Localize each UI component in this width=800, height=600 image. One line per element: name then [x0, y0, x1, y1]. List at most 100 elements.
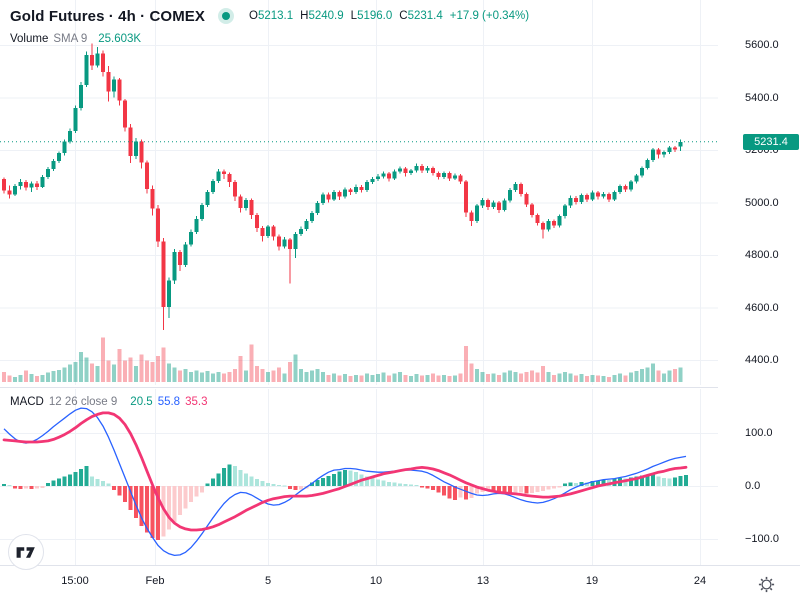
volume-bar: [673, 369, 677, 382]
volume-bar: [7, 375, 12, 382]
macd-hist-bar: [398, 483, 402, 486]
settings-gear-icon[interactable]: [758, 576, 775, 593]
macd-hist-bar: [95, 479, 100, 486]
axis-tick-label: 4800.0: [745, 249, 779, 261]
candle-body: [200, 205, 204, 219]
macd-hist-bar: [293, 486, 298, 491]
macd-line-value: 55.8: [157, 396, 181, 408]
candle-body: [266, 226, 270, 237]
macd-hist-bar: [79, 469, 83, 486]
volume-bar: [409, 376, 413, 382]
macd-hist-bar: [436, 486, 441, 493]
volume-bar: [57, 369, 61, 382]
volume-bar: [183, 369, 188, 382]
candle-body: [271, 226, 276, 237]
macd-hist-bar: [574, 482, 578, 486]
volume-bar: [618, 373, 622, 382]
candle-body: [128, 127, 133, 156]
volume-bar: [458, 373, 463, 382]
candle-body: [574, 197, 578, 202]
macd-hist-bar: [35, 486, 39, 489]
candle-body: [293, 234, 298, 250]
tradingview-logo[interactable]: [8, 534, 44, 570]
volume-bar: [128, 357, 133, 382]
candle-body: [376, 176, 380, 179]
volume-bar: [101, 337, 105, 382]
volume-bar: [200, 372, 204, 382]
macd-hist-bar: [7, 484, 12, 486]
macd-hist-bar: [524, 486, 529, 494]
candle-body: [68, 130, 72, 142]
volume-bar: [304, 371, 309, 382]
volume-bar: [502, 372, 507, 382]
candle-body: [348, 189, 353, 192]
macd-signal-line: [2, 411, 688, 532]
volume-bar: [167, 363, 171, 382]
candle-body: [90, 54, 94, 66]
macd-hist-bar: [667, 478, 672, 486]
candle-body: [211, 180, 215, 192]
candle-body: [260, 228, 265, 237]
macd-hist-bar: [18, 486, 23, 490]
macd-hist-bar: [486, 486, 490, 491]
volume-bar: [68, 364, 72, 382]
volume-bar: [321, 371, 325, 382]
time-tick-label: 15:00: [61, 575, 89, 587]
macd-hist-bar: [128, 486, 133, 510]
candle-body: [13, 186, 17, 195]
candle-body: [425, 167, 430, 171]
macd-hist-bar: [425, 486, 430, 489]
candle-body: [35, 183, 39, 187]
volume-indicator-title[interactable]: Volume: [10, 33, 49, 45]
chart-canvas[interactable]: [0, 0, 718, 565]
volume-bar: [222, 373, 226, 382]
candle-body: [189, 231, 193, 245]
volume-bar: [227, 371, 232, 382]
candle-body: [475, 205, 479, 221]
candle-body: [156, 208, 160, 242]
volume-bar: [568, 373, 573, 382]
candle-body: [607, 194, 611, 200]
macd-hist-bar: [546, 486, 551, 490]
candle-body: [18, 182, 23, 187]
macd-hist-bar: [513, 486, 518, 494]
volume-bar: [651, 363, 655, 382]
volume-bar: [95, 366, 100, 382]
candle-body: [464, 181, 468, 213]
volume-bar: [178, 370, 182, 382]
volume-bar: [475, 369, 479, 382]
macd-hist-bar: [640, 475, 644, 486]
macd-hist-bar: [370, 478, 375, 486]
macd-hist-bar: [530, 486, 534, 493]
macd-hist-bar: [29, 486, 34, 490]
macd-legend: MACD 12 26 close 9 20.5 55.8 35.3: [10, 393, 207, 411]
macd-hist-bar: [662, 478, 666, 486]
candle-body: [288, 239, 292, 250]
volume-bar: [288, 361, 292, 382]
low-value: 5196.0: [357, 10, 393, 22]
candle-body: [79, 84, 83, 108]
candle-body: [216, 171, 221, 181]
macd-hist-bar: [557, 486, 562, 488]
volume-bar: [541, 366, 545, 382]
candle-body: [370, 178, 375, 183]
macd-indicator-title[interactable]: MACD: [10, 396, 44, 408]
candle-body: [392, 171, 397, 179]
candle-body: [343, 189, 347, 197]
price-axis[interactable]: 5600.0 5400.0 5200.0 5000.0 4800.0 4600.0 4400…: [718, 0, 800, 565]
candle-body: [282, 239, 287, 247]
pane-separator[interactable]: [0, 387, 800, 388]
axis-tick-label: 0.0: [745, 480, 761, 492]
volume-bar: [486, 374, 490, 382]
macd-hist-bar: [73, 472, 78, 486]
volume-bar: [211, 373, 215, 382]
volume-bar: [579, 374, 584, 382]
volume-bar: [623, 375, 628, 382]
candle-body: [447, 173, 452, 179]
time-axis[interactable]: 15:00 Feb 5 10 13 19 24: [0, 565, 800, 600]
volume-bar: [106, 360, 111, 382]
symbol-title[interactable]: Gold Futures · 4h · COMEX: [10, 7, 206, 25]
volume-bar: [117, 348, 122, 382]
macd-hist-bar: [596, 480, 600, 486]
